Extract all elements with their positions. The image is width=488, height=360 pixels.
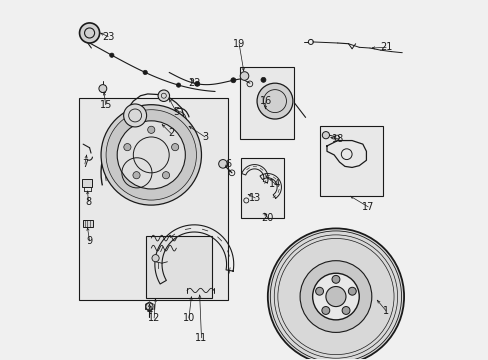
Circle shape (162, 172, 169, 179)
Text: 17: 17 (361, 202, 374, 212)
Text: 15: 15 (100, 100, 112, 110)
Circle shape (123, 144, 131, 151)
Text: 11: 11 (195, 333, 207, 343)
Circle shape (99, 85, 106, 93)
Text: 23: 23 (102, 32, 114, 41)
Circle shape (267, 228, 403, 360)
Bar (239, 67, 293, 139)
Bar (82, 179, 92, 187)
Circle shape (117, 121, 185, 189)
Circle shape (240, 72, 248, 80)
Circle shape (300, 261, 371, 332)
Text: 16: 16 (259, 96, 272, 106)
Circle shape (109, 53, 114, 57)
Circle shape (321, 306, 329, 314)
Circle shape (152, 255, 159, 262)
Circle shape (171, 144, 178, 151)
Circle shape (218, 159, 227, 168)
Text: 8: 8 (85, 197, 91, 207)
Circle shape (158, 90, 169, 102)
Circle shape (106, 110, 196, 200)
Text: 18: 18 (331, 134, 343, 144)
Circle shape (230, 78, 235, 83)
Circle shape (145, 303, 153, 310)
Circle shape (347, 287, 356, 295)
Bar (83, 220, 93, 226)
Text: 3: 3 (202, 132, 208, 142)
Text: 9: 9 (86, 236, 92, 246)
Circle shape (176, 83, 181, 87)
Text: 14: 14 (268, 179, 281, 189)
Circle shape (261, 77, 265, 82)
Text: 21: 21 (379, 42, 391, 52)
Text: 1: 1 (382, 306, 388, 316)
Circle shape (147, 126, 155, 134)
Circle shape (342, 306, 349, 314)
Circle shape (325, 287, 346, 307)
Text: 4: 4 (146, 306, 152, 316)
Circle shape (315, 287, 323, 295)
Circle shape (194, 81, 200, 86)
Text: 12: 12 (148, 313, 160, 323)
Text: 22: 22 (188, 78, 200, 88)
Circle shape (123, 104, 146, 127)
Circle shape (257, 83, 292, 119)
Bar (241, 158, 284, 218)
Text: 13: 13 (248, 193, 261, 203)
Circle shape (80, 23, 100, 43)
Circle shape (101, 105, 201, 205)
Bar (319, 126, 382, 196)
Bar (145, 235, 212, 298)
Circle shape (322, 132, 329, 139)
Text: 5: 5 (173, 107, 179, 117)
Circle shape (312, 273, 359, 320)
Text: 6: 6 (225, 159, 231, 169)
Circle shape (143, 70, 147, 75)
Text: 7: 7 (81, 159, 88, 169)
Text: 19: 19 (232, 39, 245, 49)
Bar (79, 98, 227, 300)
Text: 20: 20 (261, 213, 273, 222)
Bar (241, 185, 251, 193)
Text: 2: 2 (167, 129, 174, 138)
Circle shape (133, 172, 140, 179)
Circle shape (331, 275, 339, 283)
Text: 10: 10 (183, 313, 195, 323)
